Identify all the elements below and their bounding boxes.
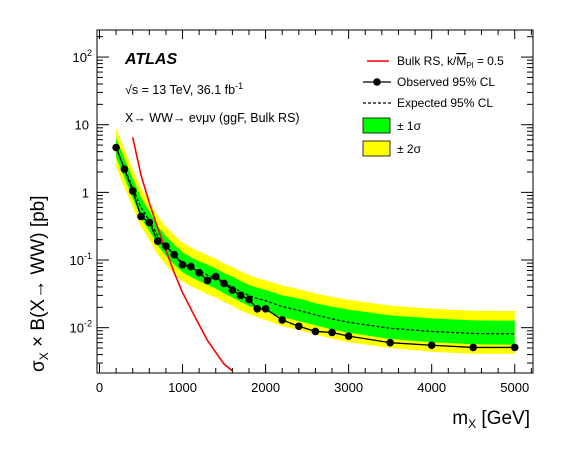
- y-tick-label-exponent: -2: [84, 319, 92, 329]
- legend-band2-swatch: [362, 140, 391, 157]
- legend-observed-marker: [373, 78, 381, 86]
- legend-theory-text: Bulk RS, k/: [397, 54, 457, 68]
- y-tick-label-base: 10: [73, 50, 87, 65]
- energy-lumi-text: √s = 13 TeV, 36.1 fb: [125, 83, 235, 97]
- legend-theory-label: Bulk RS, k/MPl = 0.5: [397, 54, 504, 70]
- observed-limit-line: [115, 147, 515, 349]
- y-tick-label: 10-1: [70, 251, 92, 268]
- x-tick-label: 3000: [334, 380, 363, 395]
- x-tick-label: 1000: [168, 380, 197, 395]
- y-tick-label: 10: [75, 118, 89, 133]
- x-tick-label: 2000: [251, 380, 280, 395]
- y-tick-label-base: 10: [70, 253, 84, 268]
- one-sigma-band-area: [116, 137, 515, 345]
- expected-limit-line: [115, 147, 515, 335]
- observed-point: [510, 343, 519, 352]
- observed-point: [236, 291, 245, 300]
- observed-point: [195, 268, 203, 277]
- process-label: X→ WW→ eνμν (ggF, Bulk RS): [125, 111, 300, 125]
- observed-point: [112, 143, 120, 152]
- y-axis-title-main: σ: [28, 360, 49, 372]
- energy-lumi-label: √s = 13 TeV, 36.1 fb-1: [125, 81, 243, 97]
- observed-point: [427, 341, 436, 350]
- y-tick-label: 10-2: [70, 319, 92, 336]
- observed-point: [469, 343, 478, 352]
- observed-point: [178, 260, 187, 269]
- x-axis-title-sub: X: [468, 417, 476, 431]
- legend-band1-swatch: [362, 117, 391, 134]
- legend-band2-label: ± 2σ: [397, 142, 422, 156]
- observed-point: [220, 279, 228, 288]
- observed-point: [261, 305, 270, 313]
- legend: Bulk RS, k/MPl = 0.5 Observed 95% CL Exp…: [362, 54, 504, 157]
- observed-point: [153, 237, 162, 245]
- x-tick-label: 0: [96, 380, 103, 395]
- legend-observed-label: Observed 95% CL: [397, 75, 495, 89]
- x-tick-label: 5000: [500, 380, 529, 395]
- bulk-rs-theory-line: [131, 137, 233, 372]
- expected-limit-series: [115, 147, 515, 335]
- y-tick-label: 102: [73, 48, 92, 65]
- y-tick-label-exponent: 2: [87, 48, 92, 58]
- legend-theory-tail: = 0.5: [473, 54, 504, 68]
- y-tick-label: 1: [82, 185, 89, 200]
- x-axis-title-main: m: [452, 408, 468, 429]
- y-axis-title-rest: × B(X→ WW) [pb]: [28, 195, 49, 352]
- y-tick-label-base: 10: [70, 321, 84, 336]
- legend-theory-m: M: [456, 54, 466, 68]
- observed-point: [311, 327, 320, 336]
- observed-point: [253, 305, 262, 313]
- legend-theory-m-sub: Pl: [466, 61, 473, 70]
- observed-point: [344, 332, 353, 340]
- experiment-label: ATLAS: [124, 51, 177, 68]
- observed-point: [137, 212, 145, 221]
- observed-point: [245, 295, 253, 304]
- observed-point: [278, 316, 287, 324]
- observed-limit-series: [112, 143, 519, 352]
- x-tick-label: 4000: [417, 380, 446, 395]
- legend-band1-label: ± 1σ: [397, 119, 422, 133]
- plot-area: [112, 128, 519, 372]
- x-axis-title-unit: [GeV]: [476, 408, 530, 429]
- observed-point: [120, 165, 129, 173]
- observed-point: [170, 250, 179, 259]
- observed-point: [228, 286, 237, 294]
- one-sigma-band: [116, 137, 515, 345]
- x-axis: 0 1000 2000 3000 4000 5000: [96, 30, 532, 395]
- y-tick-label-exponent: -1: [84, 251, 92, 261]
- observed-point: [162, 242, 170, 251]
- bulk-rs-theory-series: [131, 137, 233, 372]
- observed-point: [145, 218, 154, 227]
- y-axis-title: σX × B(X→ WW) [pb]: [28, 195, 51, 372]
- legend-expected-label: Expected 95% CL: [397, 96, 493, 110]
- x-axis-title: mX [GeV]: [452, 408, 530, 431]
- observed-point: [386, 338, 394, 347]
- observed-point: [295, 322, 303, 331]
- lumi-superscript: -1: [235, 81, 243, 91]
- observed-point: [187, 262, 195, 271]
- observed-point: [128, 187, 137, 195]
- observed-point: [211, 272, 220, 281]
- observed-point: [328, 328, 336, 337]
- y-axis-title-sub: X: [37, 352, 51, 360]
- observed-point: [203, 276, 212, 285]
